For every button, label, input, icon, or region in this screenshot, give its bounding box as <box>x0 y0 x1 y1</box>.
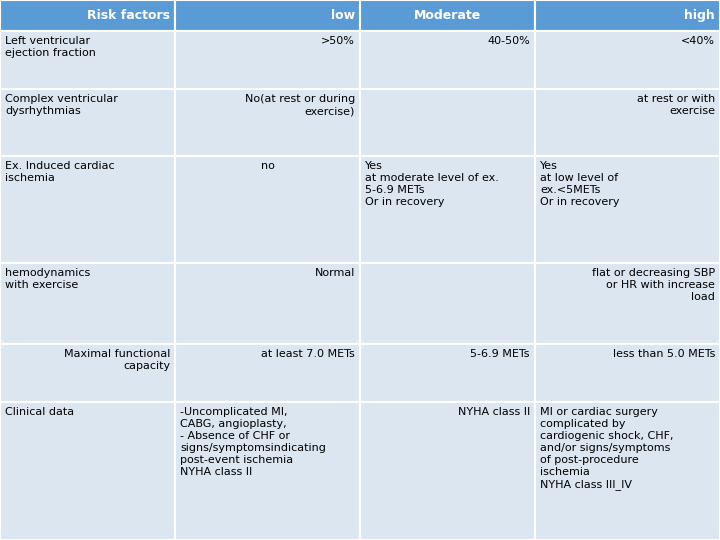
Bar <box>175 343 360 402</box>
Bar <box>360 402 535 540</box>
Text: Yes
at low level of
ex.<5METs
Or in recovery: Yes at low level of ex.<5METs Or in reco… <box>540 161 619 207</box>
Text: Complex ventricular
dysrhythmias: Complex ventricular dysrhythmias <box>5 94 118 116</box>
Bar <box>0 264 175 343</box>
Bar <box>175 402 360 540</box>
Bar <box>535 264 720 343</box>
Text: Yes
at moderate level of ex.
5-6.9 METs
Or in recovery: Yes at moderate level of ex. 5-6.9 METs … <box>365 161 499 207</box>
Text: Moderate: Moderate <box>414 9 481 22</box>
Text: Normal: Normal <box>315 268 355 278</box>
Text: Clinical data: Clinical data <box>5 407 74 417</box>
Bar <box>535 0 720 31</box>
Bar <box>0 89 175 156</box>
Bar <box>0 402 175 540</box>
Bar <box>535 31 720 89</box>
Text: >50%: >50% <box>321 36 355 46</box>
Text: at rest or with
exercise: at rest or with exercise <box>636 94 715 116</box>
Text: at least 7.0 METs: at least 7.0 METs <box>261 349 355 359</box>
Bar <box>360 0 535 31</box>
Text: NYHA class II: NYHA class II <box>458 407 530 417</box>
Text: flat or decreasing SBP
or HR with increase
load: flat or decreasing SBP or HR with increa… <box>592 268 715 302</box>
Bar <box>535 89 720 156</box>
Bar <box>360 343 535 402</box>
Bar <box>535 156 720 264</box>
Text: high: high <box>684 9 715 22</box>
Bar <box>0 31 175 89</box>
Bar <box>360 156 535 264</box>
Bar <box>0 0 175 31</box>
Bar <box>175 0 360 31</box>
Text: <40%: <40% <box>681 36 715 46</box>
Bar <box>535 402 720 540</box>
Text: 5-6.9 METs: 5-6.9 METs <box>470 349 530 359</box>
Text: no: no <box>261 161 274 171</box>
Bar <box>535 343 720 402</box>
Bar <box>360 31 535 89</box>
Text: Ex. Induced cardiac
ischemia: Ex. Induced cardiac ischemia <box>5 161 114 183</box>
Text: No(at rest or during
exercise): No(at rest or during exercise) <box>245 94 355 116</box>
Text: low: low <box>331 9 355 22</box>
Text: Risk factors: Risk factors <box>87 9 170 22</box>
Bar <box>360 264 535 343</box>
Text: MI or cardiac surgery
complicated by
cardiogenic shock, CHF,
and/or signs/sympto: MI or cardiac surgery complicated by car… <box>540 407 673 490</box>
Bar <box>175 89 360 156</box>
Bar <box>175 156 360 264</box>
Text: -Uncomplicated MI,
CABG, angioplasty,
- Absence of CHF or
signs/symptomsindicati: -Uncomplicated MI, CABG, angioplasty, - … <box>180 407 326 477</box>
Bar <box>175 31 360 89</box>
Text: Maximal functional
capacity: Maximal functional capacity <box>63 349 170 370</box>
Bar <box>0 343 175 402</box>
Bar <box>0 156 175 264</box>
Text: Left ventricular
ejection fraction: Left ventricular ejection fraction <box>5 36 96 58</box>
Text: hemodynamics
with exercise: hemodynamics with exercise <box>5 268 90 291</box>
Text: less than 5.0 METs: less than 5.0 METs <box>613 349 715 359</box>
Bar <box>175 264 360 343</box>
Text: 40-50%: 40-50% <box>487 36 530 46</box>
Bar <box>360 89 535 156</box>
